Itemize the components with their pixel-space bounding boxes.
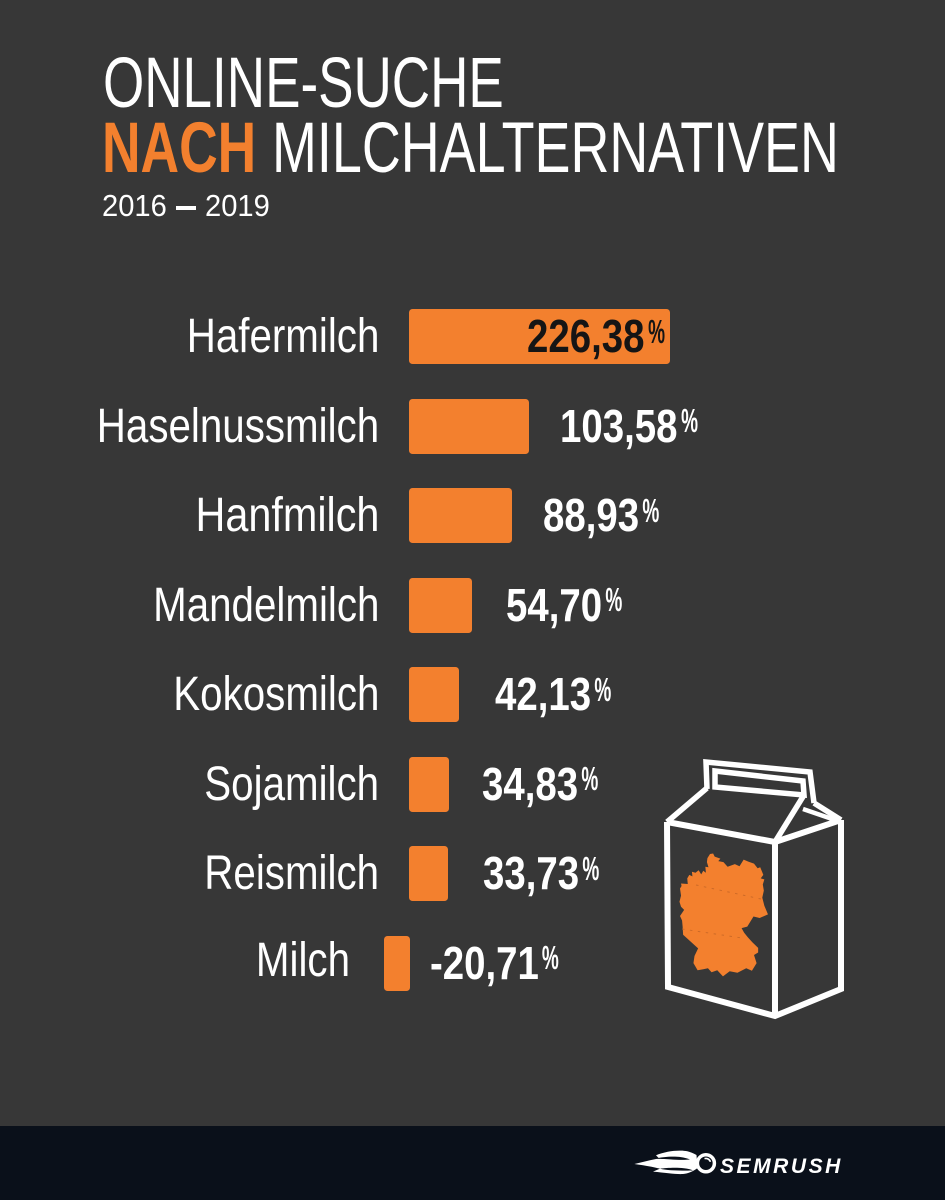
svg-text:SEMRUSH: SEMRUSH	[720, 1155, 843, 1178]
